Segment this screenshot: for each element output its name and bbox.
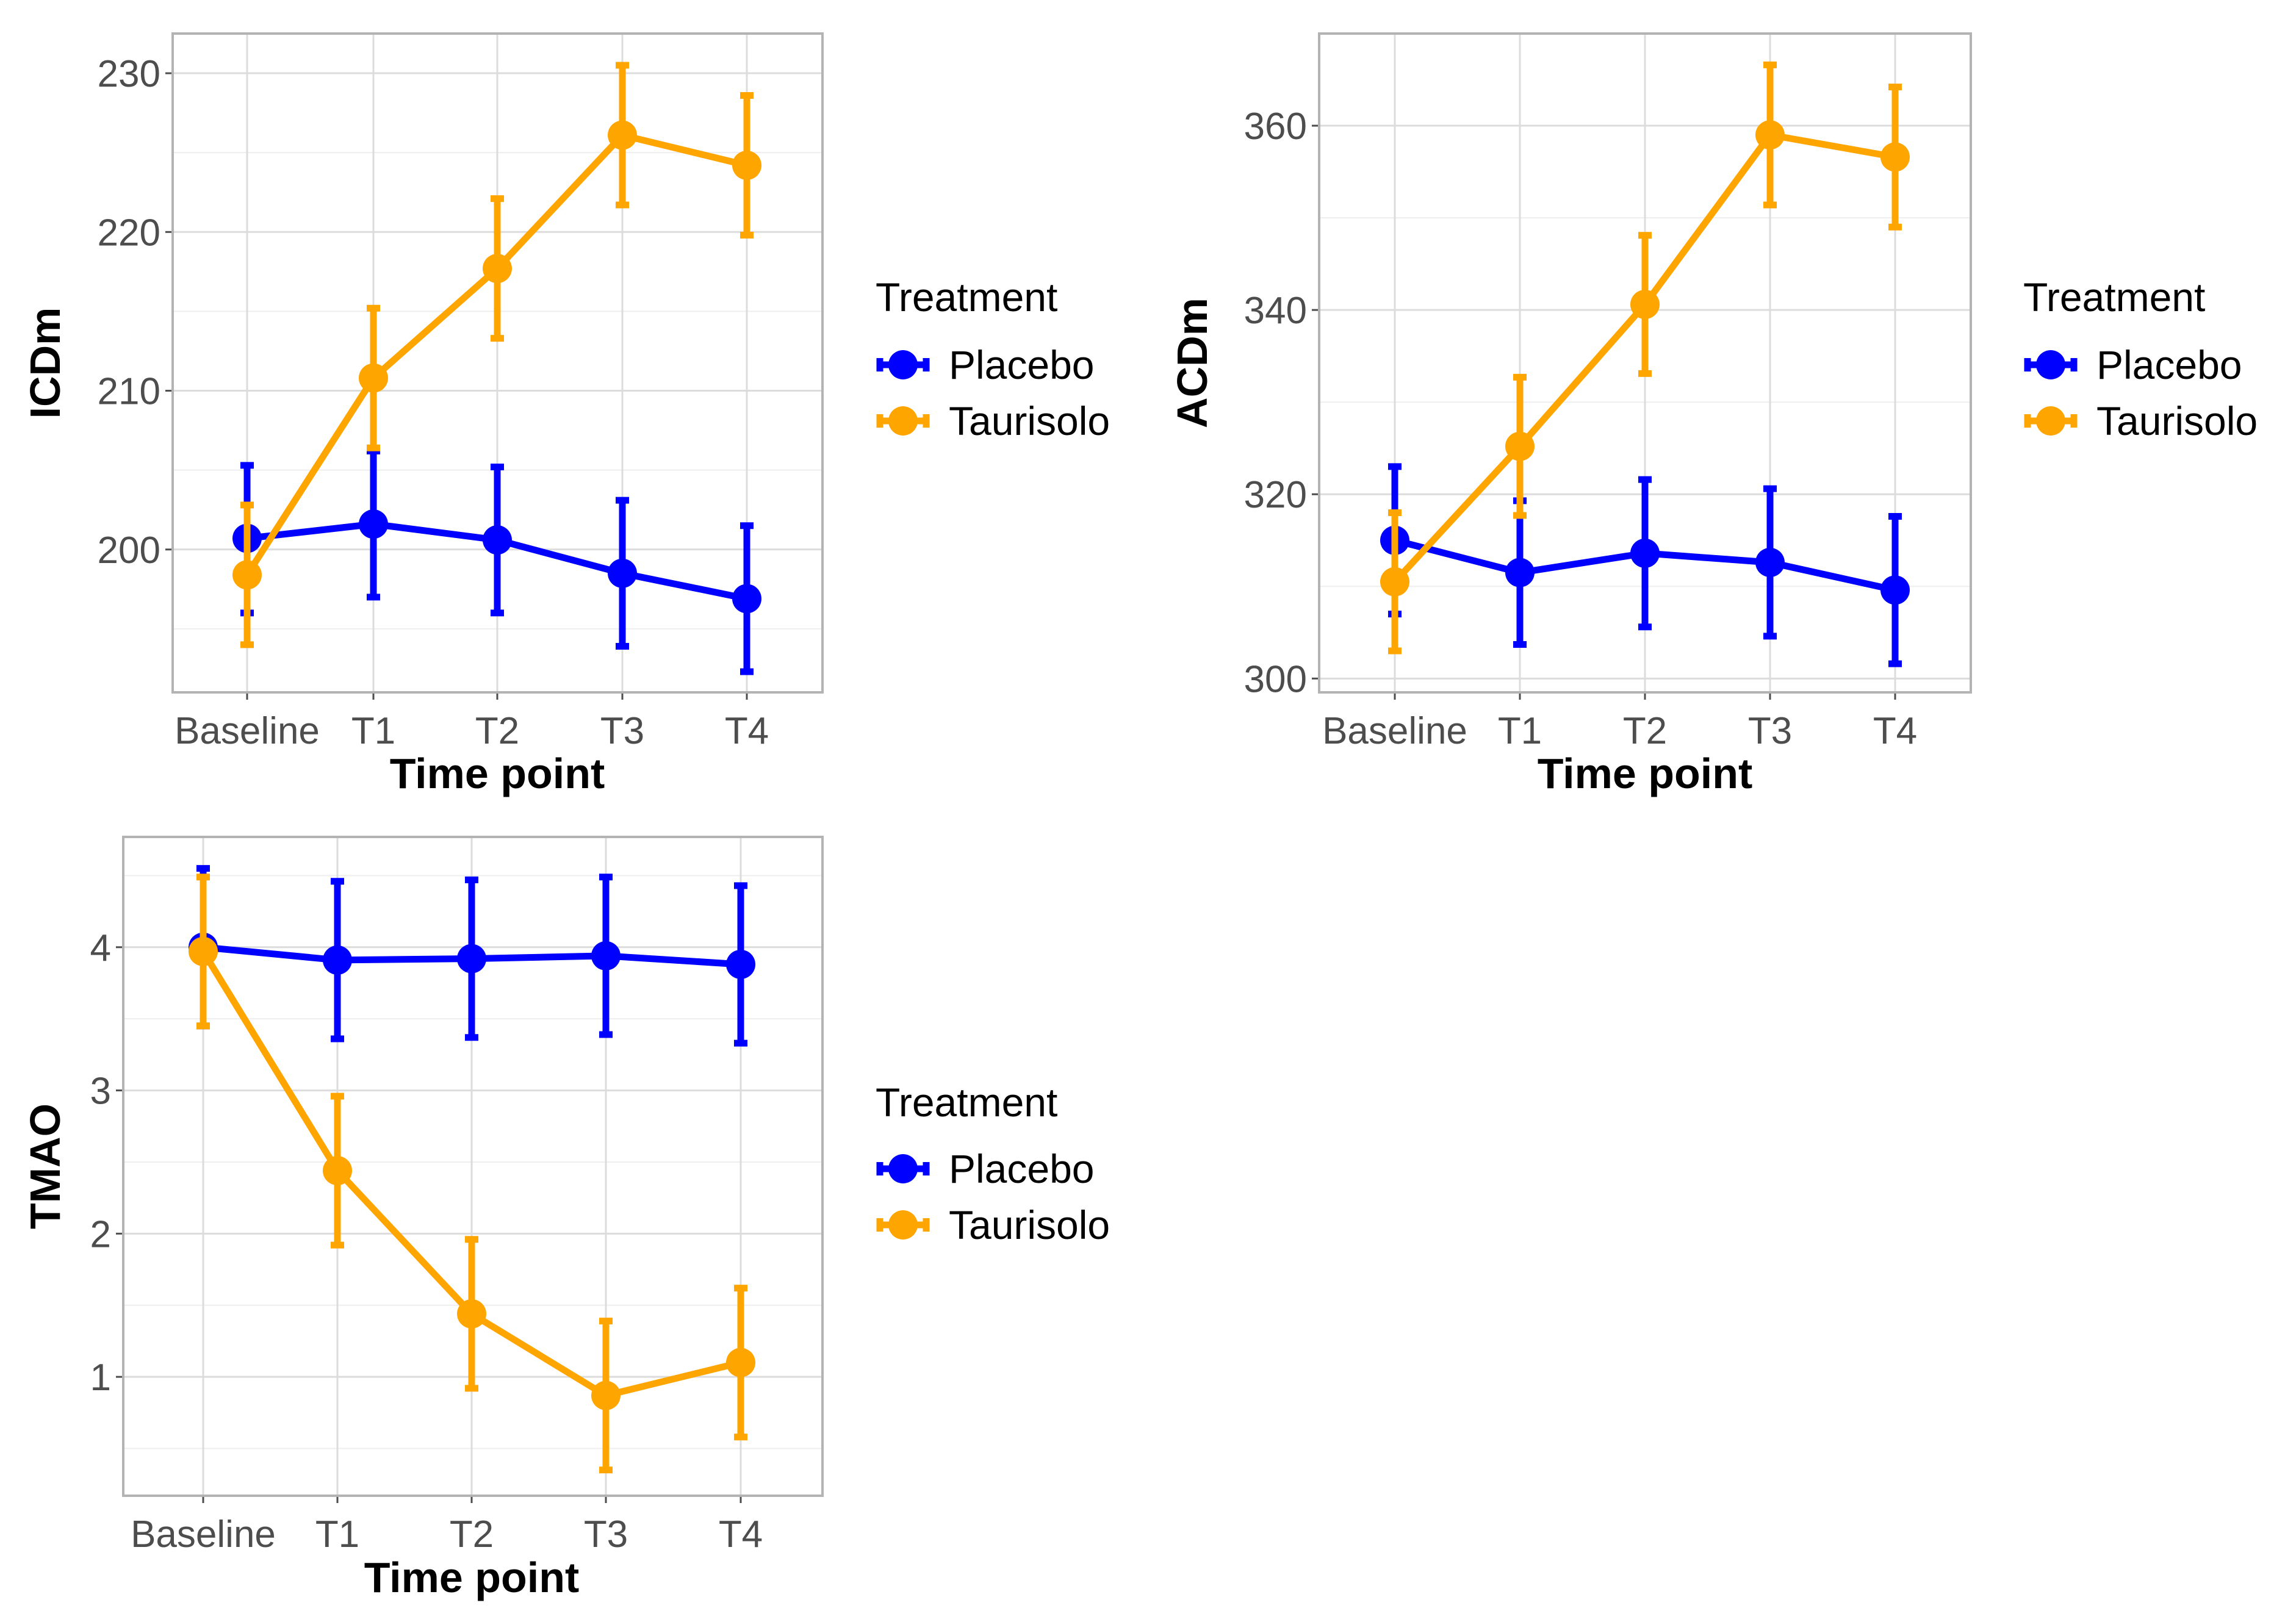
legend-key-point bbox=[888, 406, 918, 436]
data-point bbox=[1755, 120, 1785, 150]
legend: Treatment Placebo Taurisolo bbox=[876, 1080, 1110, 1247]
y-tick-label: 2 bbox=[90, 1213, 111, 1255]
data-point bbox=[483, 254, 512, 284]
data-point bbox=[1630, 290, 1660, 320]
data-point bbox=[359, 509, 388, 539]
y-tick-label: 320 bbox=[1244, 474, 1307, 516]
chart-panel-tmao: 1 2 3 4 Baseline T1 T2 T3 T4 Time point TMAO Treatm… bbox=[21, 836, 1110, 1601]
legend-label-placebo: Placebo bbox=[2096, 342, 2242, 387]
data-point bbox=[483, 525, 512, 555]
data-point bbox=[732, 151, 761, 180]
y-axis-title: ACDm bbox=[1168, 298, 1216, 428]
legend-key-point bbox=[888, 1154, 918, 1183]
y-tick-label: 300 bbox=[1244, 658, 1307, 700]
x-tick-label: T2 bbox=[450, 1513, 494, 1556]
y-tick-label: 360 bbox=[1244, 106, 1307, 148]
x-tick-label: T4 bbox=[725, 710, 769, 752]
legend-title: Treatment bbox=[876, 275, 1057, 320]
legend-title: Treatment bbox=[2023, 275, 2205, 320]
chart-panel-icdm: 200 210 220 230 Baseline T1 T2 T3 T4 Time point IC… bbox=[21, 32, 1110, 797]
data-point bbox=[232, 560, 262, 590]
x-tick-label: T1 bbox=[315, 1513, 359, 1556]
data-point bbox=[323, 1156, 352, 1186]
x-tick-label: Baseline bbox=[131, 1513, 276, 1556]
panel-border bbox=[122, 836, 824, 1497]
data-point bbox=[732, 584, 761, 614]
y-tick-label: 210 bbox=[98, 371, 160, 413]
legend-key-point bbox=[888, 350, 918, 379]
data-point bbox=[1880, 575, 1910, 605]
panel-border bbox=[171, 32, 824, 694]
y-tick-label: 3 bbox=[90, 1071, 111, 1113]
legend-label-taurisolo: Taurisolo bbox=[2096, 398, 2258, 443]
legend-label-placebo: Placebo bbox=[949, 1146, 1095, 1191]
y-tick-label: 4 bbox=[90, 927, 111, 969]
x-tick-label: Baseline bbox=[1322, 710, 1467, 752]
series-taurisolo bbox=[1380, 61, 1910, 655]
legend-title: Treatment bbox=[876, 1080, 1057, 1125]
data-point bbox=[726, 949, 755, 979]
x-tick-label: Baseline bbox=[175, 710, 320, 752]
data-point bbox=[1505, 431, 1535, 461]
x-axis-title: Time point bbox=[1538, 750, 1753, 797]
x-tick-label: T4 bbox=[1873, 710, 1917, 752]
y-axis-title: TMAO bbox=[21, 1103, 69, 1229]
legend-label-taurisolo: Taurisolo bbox=[949, 398, 1110, 443]
x-tick-label: T2 bbox=[1623, 710, 1667, 752]
x-tick-label: T3 bbox=[600, 710, 644, 752]
panel-border bbox=[1318, 32, 1972, 694]
legend-key-point bbox=[888, 1210, 918, 1240]
x-axis-title: Time point bbox=[364, 1554, 580, 1601]
data-point bbox=[359, 363, 388, 393]
x-tick-label: T3 bbox=[1748, 710, 1792, 752]
x-tick-label: T4 bbox=[719, 1513, 763, 1556]
x-tick-label: T3 bbox=[584, 1513, 628, 1556]
y-axis-title: ICDm bbox=[21, 307, 69, 419]
data-point bbox=[1630, 538, 1660, 568]
legend-label-taurisolo: Taurisolo bbox=[949, 1202, 1110, 1247]
data-point bbox=[189, 936, 218, 966]
series-taurisolo bbox=[189, 874, 755, 1474]
legend-key-point bbox=[2036, 350, 2065, 379]
legend: Treatment Placebo Taurisolo bbox=[2023, 275, 2258, 443]
y-tick-label: 200 bbox=[98, 529, 160, 572]
data-point bbox=[591, 1380, 621, 1410]
data-point bbox=[457, 1299, 486, 1329]
series-taurisolo bbox=[232, 62, 761, 648]
data-point bbox=[1755, 548, 1785, 578]
legend-key-point bbox=[2036, 406, 2065, 436]
data-point bbox=[1880, 142, 1910, 172]
x-tick-label: T1 bbox=[1498, 710, 1542, 752]
data-point bbox=[323, 945, 352, 975]
x-axis-title: Time point bbox=[390, 750, 605, 797]
x-tick-label: T1 bbox=[351, 710, 395, 752]
legend: Treatment Placebo Taurisolo bbox=[876, 275, 1110, 443]
y-tick-label: 1 bbox=[90, 1357, 111, 1399]
data-point bbox=[591, 941, 621, 971]
data-point bbox=[608, 558, 637, 588]
x-tick-label: T2 bbox=[475, 710, 519, 752]
chart-panel-acdm: 300 320 340 360 Baseline T1 T2 T3 T4 Time point AC… bbox=[1168, 32, 2258, 797]
data-point bbox=[608, 120, 637, 150]
y-tick-label: 340 bbox=[1244, 290, 1307, 332]
data-point bbox=[726, 1347, 755, 1377]
data-point bbox=[457, 944, 486, 974]
y-tick-label: 230 bbox=[98, 53, 160, 95]
data-point bbox=[1380, 567, 1409, 597]
data-point bbox=[1505, 558, 1535, 587]
legend-label-placebo: Placebo bbox=[949, 342, 1095, 387]
y-tick-label: 220 bbox=[98, 212, 160, 254]
